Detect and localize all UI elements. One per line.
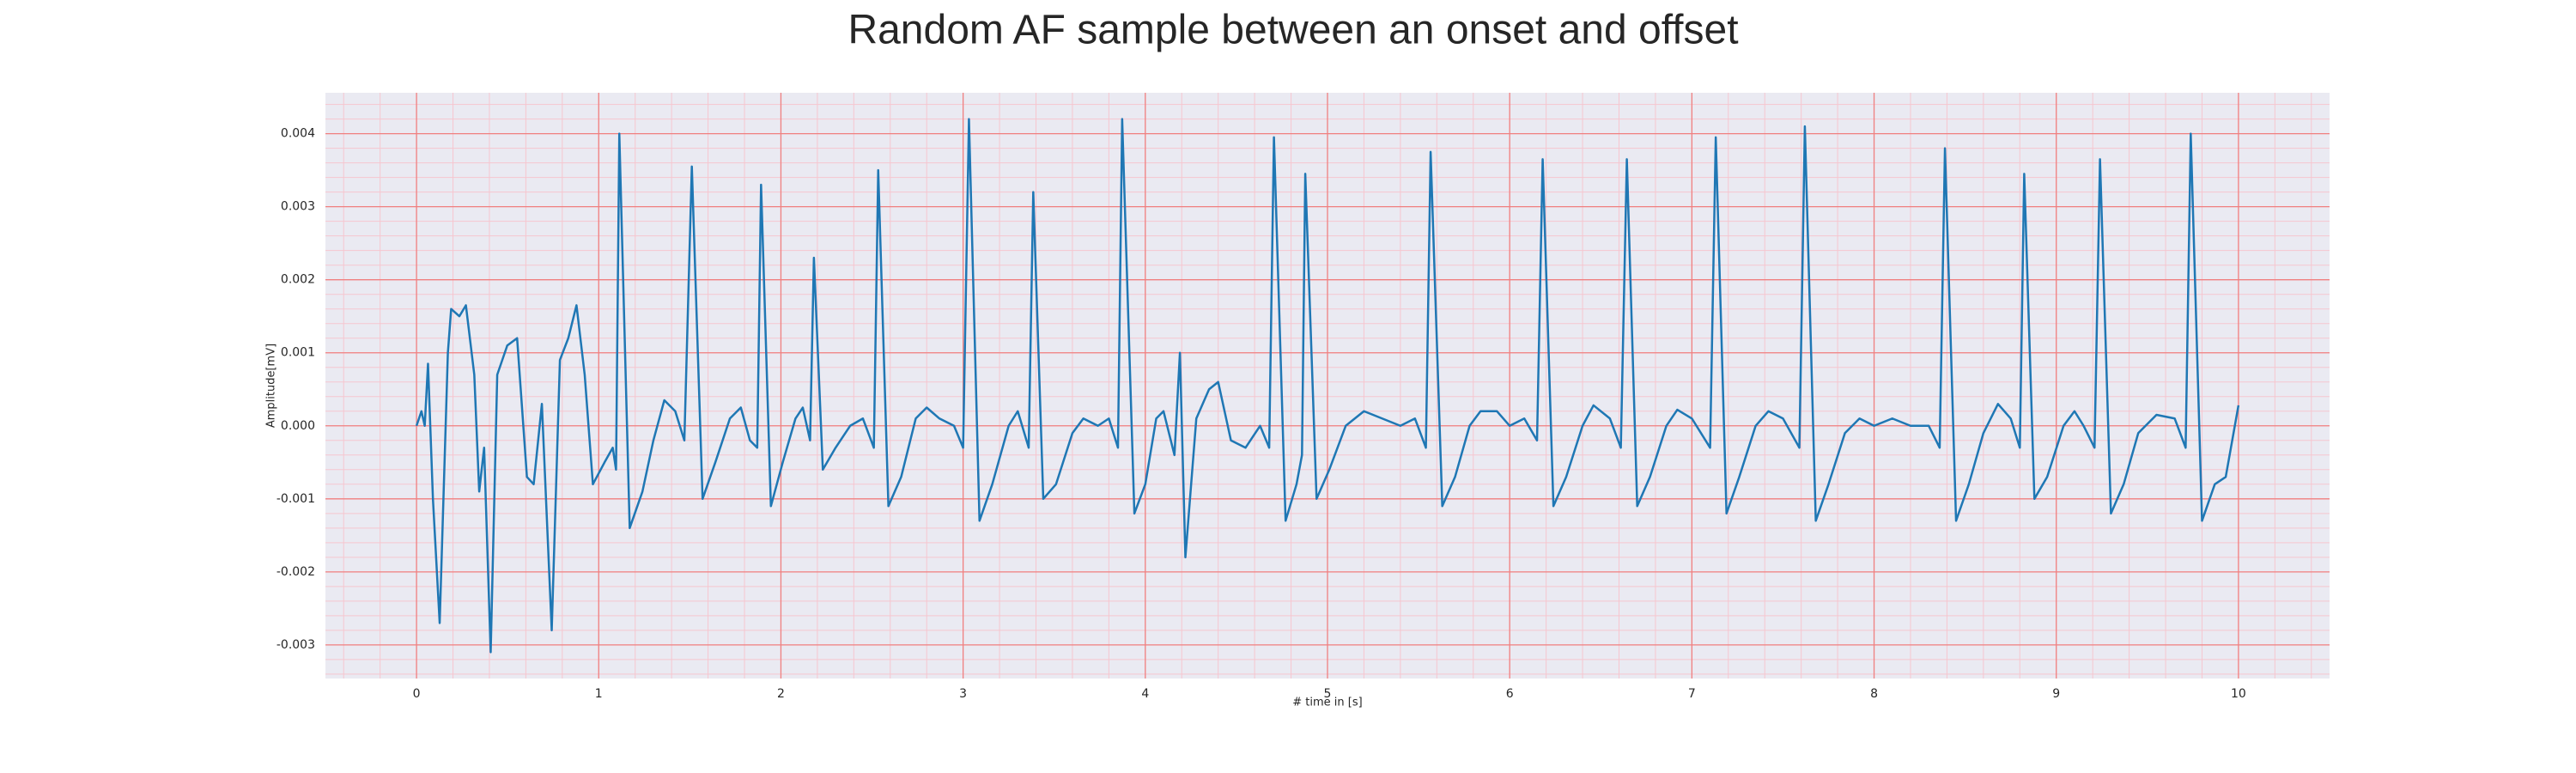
chart-title: Random AF sample between an onset and of… (848, 8, 1738, 53)
x-tick-label: 10 (2231, 687, 2246, 701)
x-tick-label: 3 (959, 687, 967, 701)
x-tick-label: 0 (413, 687, 421, 701)
signal-line (415, 118, 2240, 654)
x-tick-label: 6 (1506, 687, 1514, 701)
x-tick-label: 5 (1324, 687, 1332, 701)
x-tick-label: 1 (595, 687, 603, 701)
x-tick-label: 8 (1870, 687, 1878, 701)
x-tick-label: 2 (777, 687, 785, 701)
y-tick-label: -0.002 (276, 565, 315, 579)
y-tick-label: 0.000 (281, 419, 315, 433)
y-tick-label: 0.001 (281, 346, 315, 360)
y-tick-label: 0.002 (281, 273, 315, 287)
y-axis-label: Amplitude[mV] (265, 344, 278, 428)
x-axis-label: # time in [s] (1292, 697, 1362, 709)
y-tick-label: -0.001 (276, 492, 315, 506)
x-tick-label: 4 (1141, 687, 1149, 701)
x-tick-label: 9 (2052, 687, 2060, 701)
y-tick-label: 0.004 (281, 127, 315, 141)
x-tick-label: 7 (1688, 687, 1696, 701)
y-tick-label: 0.003 (281, 200, 315, 214)
y-tick-label: -0.003 (276, 638, 315, 652)
